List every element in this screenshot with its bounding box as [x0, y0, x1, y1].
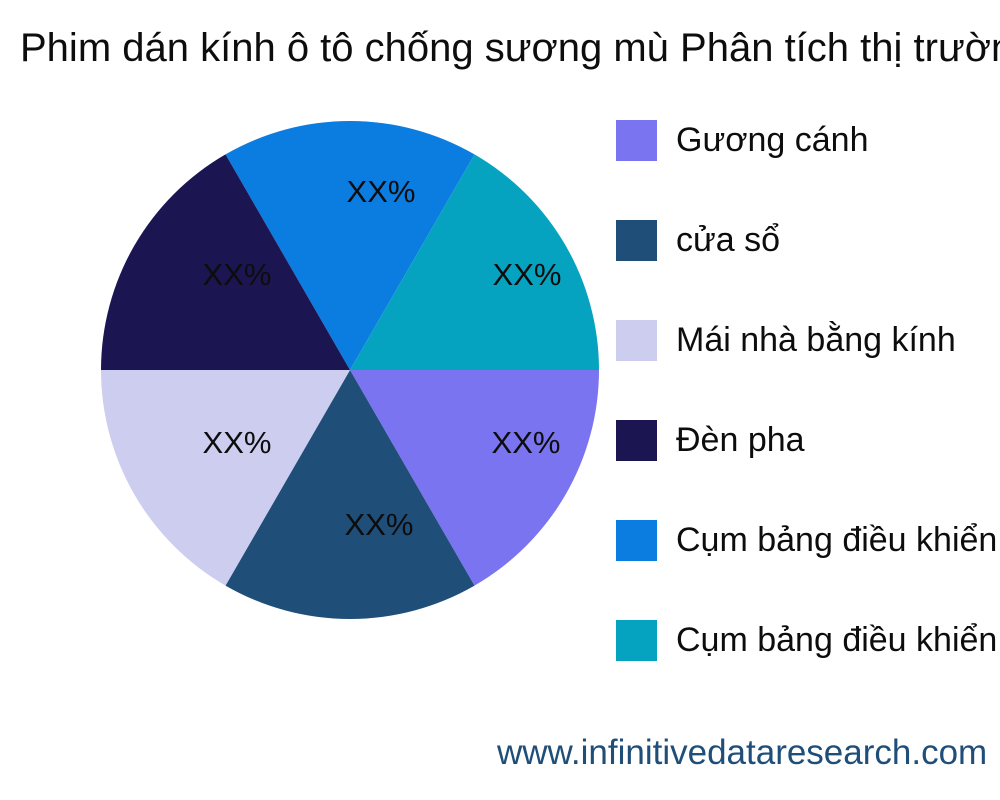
svg-text:XX%: XX% [492, 425, 561, 460]
svg-text:XX%: XX% [203, 257, 272, 292]
svg-text:XX%: XX% [347, 174, 416, 209]
svg-text:XX%: XX% [493, 257, 562, 292]
svg-text:XX%: XX% [345, 507, 414, 542]
svg-text:XX%: XX% [203, 425, 272, 460]
